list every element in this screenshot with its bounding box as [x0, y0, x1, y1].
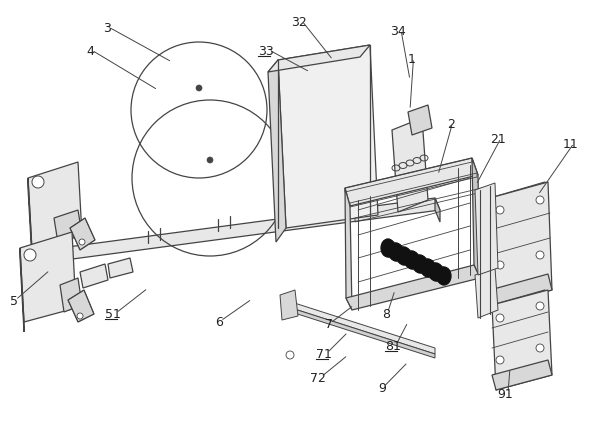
Ellipse shape: [496, 206, 504, 214]
Ellipse shape: [286, 351, 294, 359]
Polygon shape: [20, 248, 24, 332]
Ellipse shape: [79, 239, 85, 245]
Polygon shape: [268, 60, 286, 242]
Polygon shape: [435, 198, 440, 222]
Polygon shape: [285, 306, 435, 358]
Ellipse shape: [536, 251, 544, 259]
Ellipse shape: [405, 251, 419, 269]
Text: 81: 81: [385, 340, 401, 353]
Ellipse shape: [496, 261, 504, 269]
Polygon shape: [54, 210, 82, 243]
Polygon shape: [346, 265, 480, 310]
Ellipse shape: [421, 259, 435, 277]
Polygon shape: [60, 278, 82, 312]
Polygon shape: [408, 105, 432, 135]
Text: 34: 34: [390, 25, 406, 38]
Ellipse shape: [207, 157, 213, 163]
Polygon shape: [475, 183, 498, 275]
Text: 51: 51: [105, 308, 121, 321]
Polygon shape: [492, 360, 552, 390]
Polygon shape: [472, 158, 480, 278]
Text: 32: 32: [291, 16, 307, 29]
Polygon shape: [60, 248, 65, 272]
Polygon shape: [490, 274, 552, 306]
Ellipse shape: [496, 314, 504, 322]
Text: 8: 8: [382, 308, 390, 321]
Ellipse shape: [413, 255, 427, 273]
Text: 2: 2: [447, 118, 455, 131]
Polygon shape: [475, 268, 498, 318]
Text: 3: 3: [103, 22, 111, 35]
Text: 71: 71: [316, 348, 332, 361]
Ellipse shape: [196, 85, 202, 91]
Text: 11: 11: [563, 138, 579, 151]
Ellipse shape: [77, 313, 83, 319]
Polygon shape: [345, 188, 352, 310]
Ellipse shape: [32, 176, 44, 188]
Polygon shape: [392, 118, 428, 212]
Polygon shape: [28, 162, 82, 250]
Text: 1: 1: [408, 53, 416, 66]
Polygon shape: [492, 290, 548, 323]
Polygon shape: [280, 290, 298, 320]
Text: 7: 7: [325, 318, 333, 331]
Ellipse shape: [24, 249, 36, 261]
Text: 4: 4: [86, 45, 94, 58]
Text: 91: 91: [497, 388, 513, 401]
Text: 72: 72: [310, 372, 326, 385]
Ellipse shape: [389, 243, 403, 261]
Text: 9: 9: [378, 382, 386, 395]
Ellipse shape: [397, 247, 411, 265]
Polygon shape: [28, 178, 32, 260]
Polygon shape: [20, 232, 76, 322]
Polygon shape: [80, 264, 108, 288]
Polygon shape: [278, 45, 378, 228]
Text: 21: 21: [490, 133, 506, 146]
Polygon shape: [70, 218, 95, 250]
Polygon shape: [60, 198, 440, 260]
Ellipse shape: [381, 239, 395, 257]
Ellipse shape: [437, 267, 451, 285]
Ellipse shape: [536, 344, 544, 352]
Polygon shape: [490, 182, 548, 216]
Polygon shape: [108, 258, 133, 278]
Text: 5: 5: [10, 295, 18, 308]
Ellipse shape: [429, 263, 443, 281]
Polygon shape: [492, 290, 552, 390]
Text: 6: 6: [215, 316, 223, 329]
Text: 33: 33: [258, 45, 273, 58]
Polygon shape: [68, 290, 94, 322]
Ellipse shape: [536, 196, 544, 204]
Polygon shape: [268, 45, 370, 72]
Ellipse shape: [496, 356, 504, 364]
Polygon shape: [490, 182, 552, 306]
Polygon shape: [345, 158, 478, 206]
Ellipse shape: [536, 302, 544, 310]
Polygon shape: [285, 300, 435, 354]
